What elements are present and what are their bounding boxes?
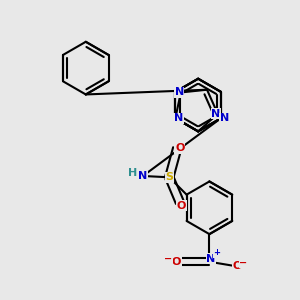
Text: N: N — [212, 109, 221, 119]
Text: H: H — [128, 168, 137, 178]
Text: N: N — [175, 88, 184, 98]
Text: +: + — [213, 248, 220, 257]
Text: O: O — [177, 200, 186, 211]
Text: O: O — [175, 143, 184, 153]
Text: S: S — [165, 172, 173, 182]
Text: N: N — [174, 113, 183, 123]
Text: N: N — [220, 113, 229, 123]
Text: N: N — [138, 171, 148, 181]
Text: −: − — [239, 257, 247, 268]
Text: N: N — [206, 254, 216, 264]
Text: O: O — [232, 261, 242, 271]
Text: O: O — [172, 257, 181, 267]
Text: −: − — [164, 254, 172, 264]
